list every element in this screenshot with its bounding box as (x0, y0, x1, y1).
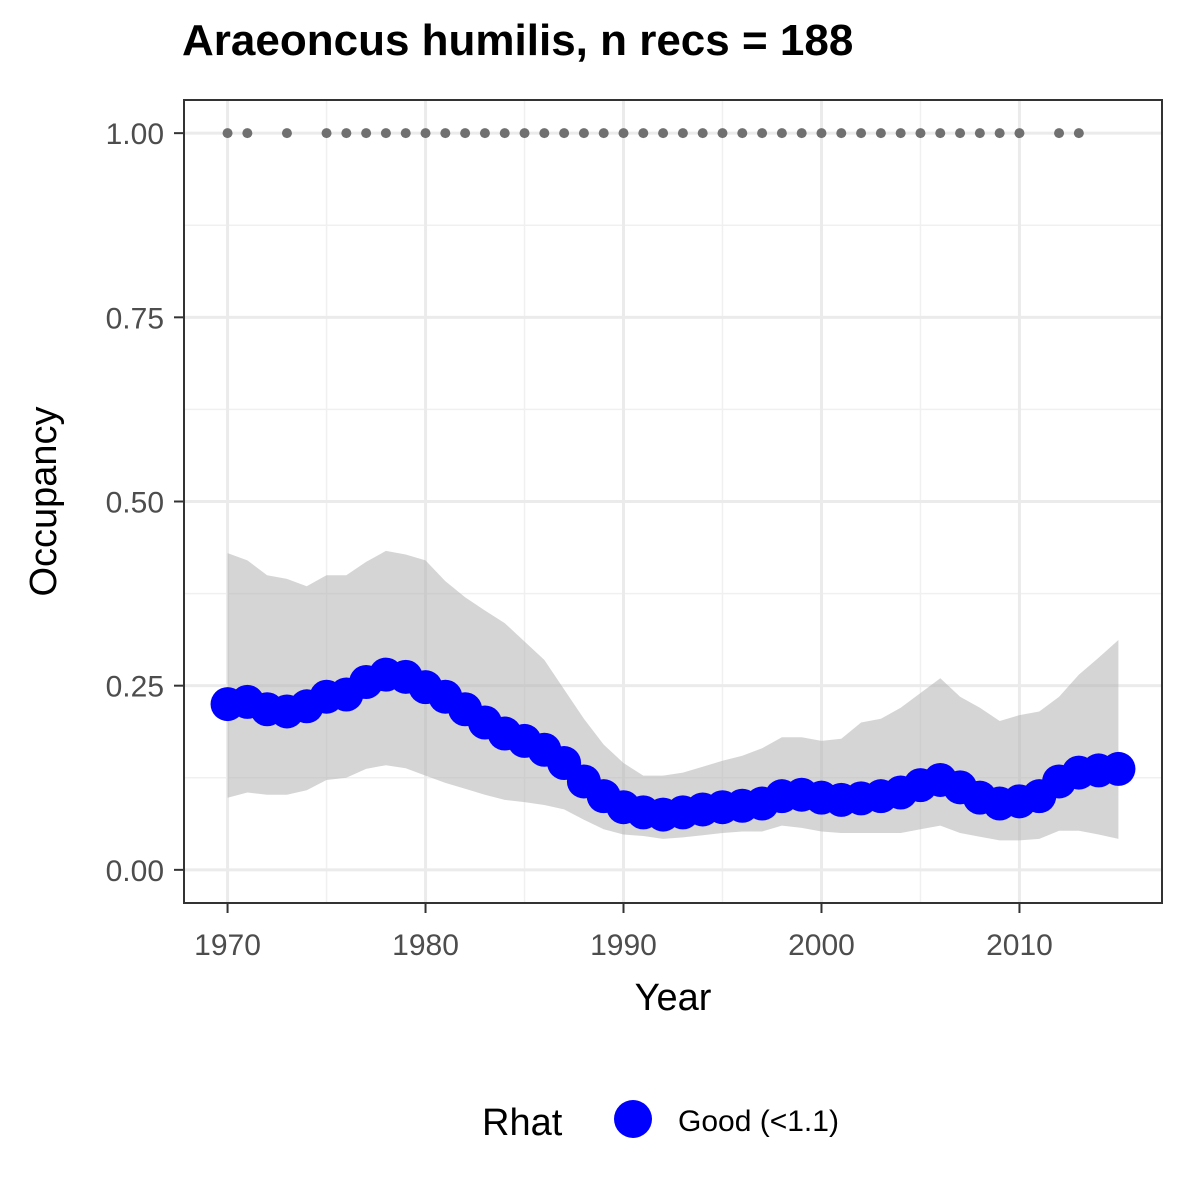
x-tick-label: 2000 (788, 929, 855, 962)
observation-point (440, 128, 451, 139)
observation-point (717, 128, 728, 139)
y-axis-title: Occupancy (23, 406, 65, 596)
x-tick-label: 1980 (392, 929, 459, 962)
x-tick-label: 2010 (986, 929, 1053, 962)
observation-point (1014, 128, 1025, 139)
observation-point (598, 128, 609, 139)
observation-point (400, 128, 411, 139)
observation-point (242, 128, 253, 139)
x-axis-title: Year (635, 977, 712, 1019)
x-tick-label: 1970 (194, 929, 261, 962)
y-tick-label: 0.00 (106, 855, 164, 888)
observation-point (836, 128, 847, 139)
legend: Rhat Good (<1.1) (482, 1100, 839, 1144)
observation-point (578, 128, 589, 139)
observation-point (361, 128, 372, 139)
observation-point (1054, 128, 1065, 139)
observation-points-layer (222, 128, 1084, 139)
occupancy-point (1101, 751, 1136, 786)
observation-point (757, 128, 768, 139)
occupancy-line-layer (210, 657, 1136, 832)
chart-title: Araeoncus humilis, n recs = 188 (182, 16, 854, 65)
observation-point (499, 128, 510, 139)
observation-point (222, 128, 233, 139)
observation-point (875, 128, 886, 139)
observation-point (677, 128, 688, 139)
legend-title: Rhat (482, 1102, 563, 1144)
observation-point (341, 128, 352, 139)
observation-point (697, 128, 708, 139)
legend-label-good: Good (<1.1) (678, 1105, 839, 1138)
observation-point (519, 128, 530, 139)
observation-point (559, 128, 570, 139)
observation-point (281, 128, 292, 139)
observation-point (776, 128, 787, 139)
confidence-ribbon (227, 550, 1119, 841)
observation-point (895, 128, 906, 139)
observation-point (658, 128, 669, 139)
observation-point (420, 128, 431, 139)
observation-point (460, 128, 471, 139)
observation-point (737, 128, 748, 139)
confidence-ribbon-layer (227, 550, 1119, 841)
y-tick-label: 0.50 (106, 487, 164, 520)
y-tick-label: 1.00 (106, 118, 164, 151)
observation-point (321, 128, 332, 139)
x-tick-label: 1990 (590, 929, 657, 962)
observation-point (935, 128, 946, 139)
observation-point (856, 128, 867, 139)
observation-point (796, 128, 807, 139)
observation-point (816, 128, 827, 139)
observation-point (955, 128, 966, 139)
observation-point (915, 128, 926, 139)
y-tick-label: 0.25 (106, 671, 164, 704)
observation-point (994, 128, 1005, 139)
observation-point (638, 128, 649, 139)
observation-point (539, 128, 550, 139)
y-tick-label: 0.75 (106, 302, 164, 335)
observation-point (479, 128, 490, 139)
observation-point (618, 128, 629, 139)
observation-point (380, 128, 391, 139)
observation-point (1073, 128, 1084, 139)
axes: 1970 1980 1990 2000 2010 0.00 0.25 0.50 0.75 1.00 (106, 118, 1053, 962)
observation-point (974, 128, 985, 139)
legend-key-good (614, 1100, 652, 1138)
